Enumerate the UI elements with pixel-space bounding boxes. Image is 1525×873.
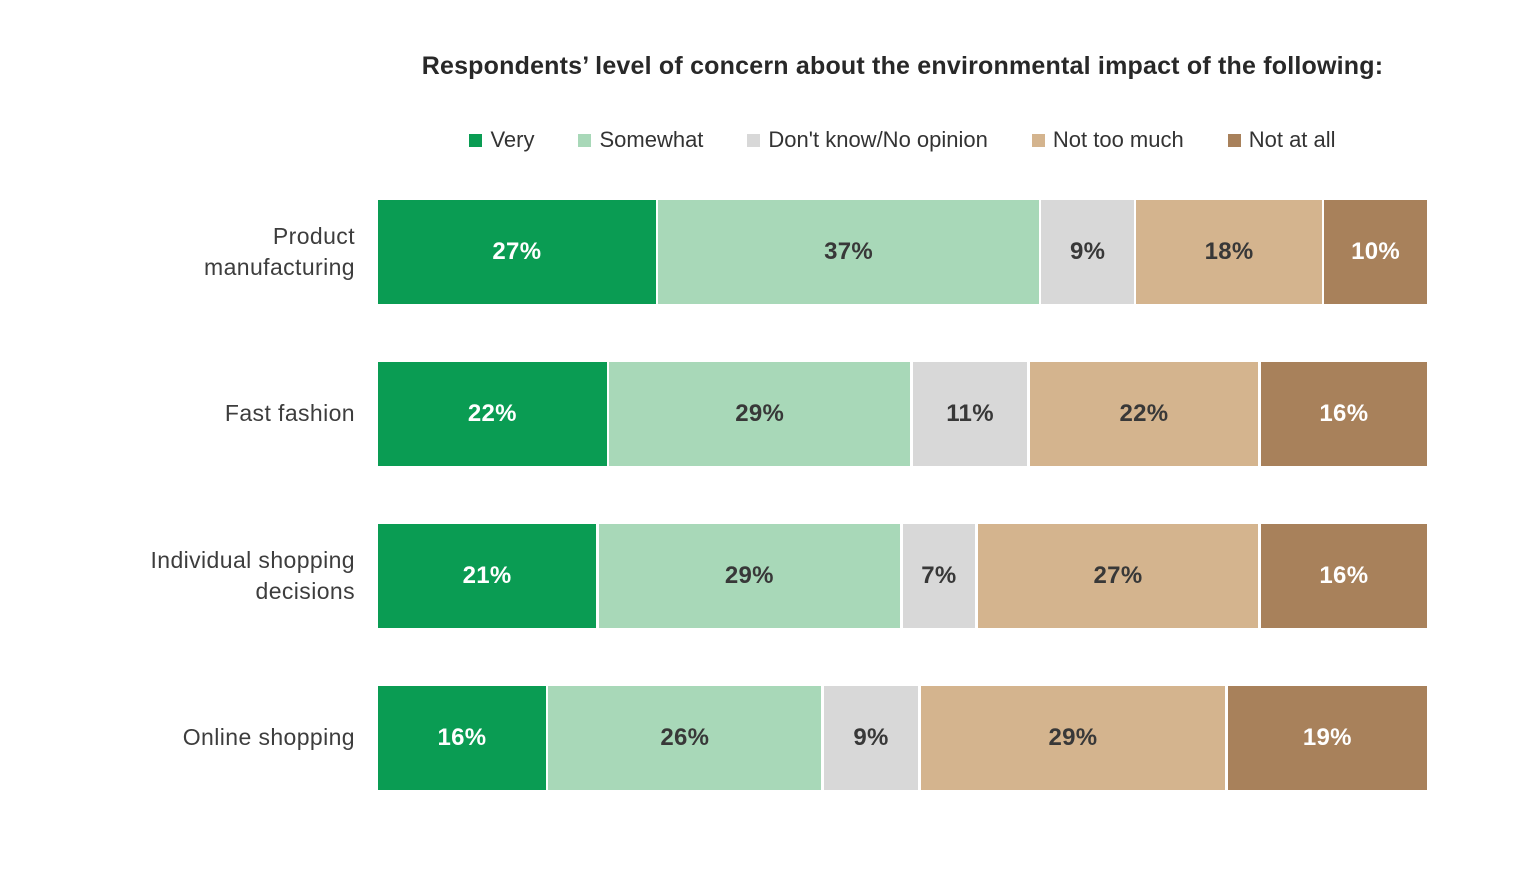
bar-segment: 9% bbox=[1041, 200, 1134, 304]
bar-rows: Product manufacturing 27% 37% 9% 18% 10% Fast … bbox=[0, 200, 1525, 790]
stacked-bar: 21% 29% 7% 27% 16% bbox=[378, 524, 1427, 628]
bar-segment: 10% bbox=[1324, 200, 1427, 304]
legend-swatch-icon bbox=[1031, 133, 1045, 147]
bar-segment: 11% bbox=[912, 362, 1028, 466]
bar-segment: 29% bbox=[609, 362, 911, 466]
stacked-bar: 16% 26% 9% 29% 19% bbox=[378, 686, 1428, 790]
bar-segment: 18% bbox=[1136, 200, 1322, 304]
legend-swatch-icon bbox=[1227, 133, 1241, 147]
legend-label: Very bbox=[490, 127, 535, 152]
bar-segment: 29% bbox=[920, 686, 1226, 790]
legend-swatch-icon bbox=[747, 133, 761, 147]
stacked-bar: 27% 37% 9% 18% 10% bbox=[378, 200, 1427, 304]
bar-segment: 22% bbox=[1029, 362, 1259, 466]
bar-segment: 29% bbox=[598, 524, 900, 628]
legend-swatch-icon bbox=[578, 133, 592, 147]
category-label-text: Fast fashion bbox=[224, 400, 355, 427]
bar-segment: 16% bbox=[1260, 524, 1427, 628]
legend-item: Don't know/No opinion bbox=[747, 127, 988, 153]
bar-segment: 16% bbox=[378, 686, 546, 790]
bar-row: Individual shopping decisions 21% 29% 7% 27%… bbox=[0, 524, 1525, 628]
bar-segment: 26% bbox=[548, 686, 822, 790]
legend-label: Not too much bbox=[1052, 127, 1184, 152]
category-label-text: Individual shopping decisions bbox=[150, 546, 355, 604]
category-label: Individual shopping decisions bbox=[0, 524, 378, 628]
bar-row: Fast fashion 22% 29% 11% 22% 16% bbox=[0, 362, 1525, 466]
bar-segment: 27% bbox=[977, 524, 1259, 628]
category-label: Online shopping bbox=[0, 686, 378, 790]
bar-row: Product manufacturing 27% 37% 9% 18% 10% bbox=[0, 200, 1525, 304]
bar-segment: 16% bbox=[1260, 362, 1427, 466]
bar-row: Online shopping 16% 26% 9% 29% 19% bbox=[0, 686, 1525, 790]
bar-segment: 21% bbox=[378, 524, 597, 628]
legend-item: Very bbox=[469, 127, 534, 153]
stacked-bar: 22% 29% 11% 22% 16% bbox=[378, 362, 1427, 466]
category-label: Product manufacturing bbox=[0, 200, 378, 304]
legend-item: Somewhat bbox=[578, 127, 703, 153]
bar-segment: 27% bbox=[378, 200, 656, 304]
legend: Very Somewhat Don't know/No opinion Not too… bbox=[378, 127, 1427, 153]
legend-label: Not at all bbox=[1248, 127, 1336, 152]
bar-segment: 22% bbox=[378, 362, 607, 466]
legend-label: Don't know/No opinion bbox=[768, 127, 988, 152]
category-label-text: Online shopping bbox=[182, 724, 355, 751]
legend-swatch-icon bbox=[469, 133, 483, 147]
bar-segment: 37% bbox=[658, 200, 1039, 304]
category-label: Fast fashion bbox=[0, 362, 378, 466]
legend-item: Not at all bbox=[1227, 127, 1336, 153]
bar-segment: 9% bbox=[823, 686, 919, 790]
legend-label: Somewhat bbox=[599, 127, 704, 152]
category-label-text: Product manufacturing bbox=[204, 222, 355, 280]
bar-segment: 19% bbox=[1227, 686, 1428, 790]
legend-item: Not too much bbox=[1031, 127, 1184, 153]
chart-title: Respondents’ level of concern about the … bbox=[421, 52, 1384, 80]
bar-segment: 7% bbox=[902, 524, 976, 628]
